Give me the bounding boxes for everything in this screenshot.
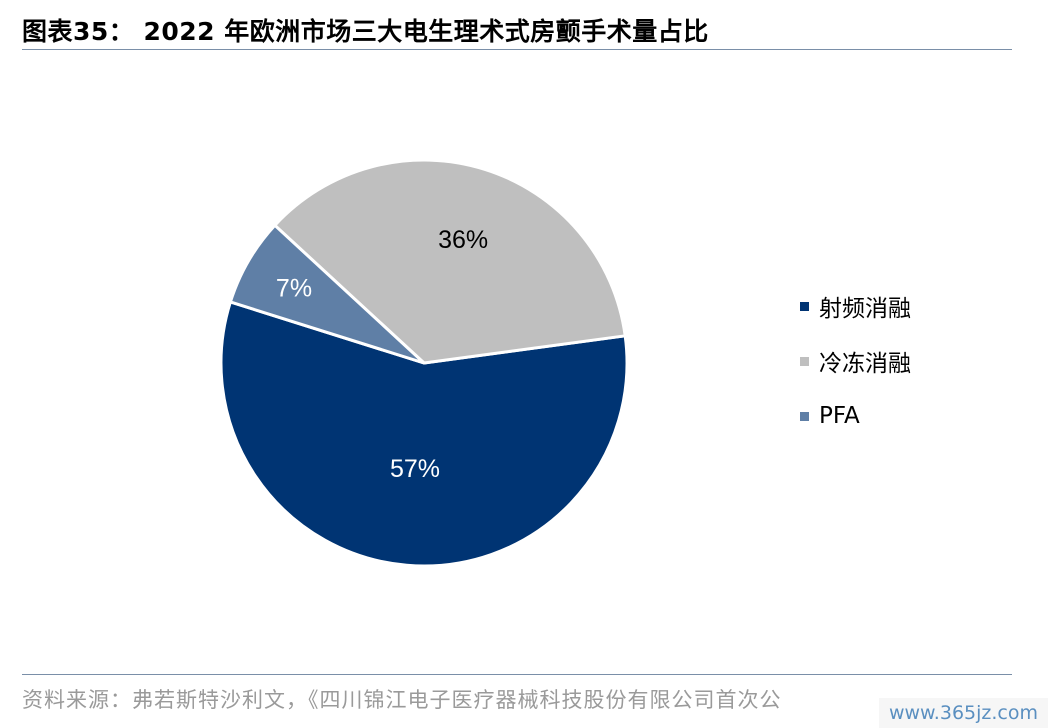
pie-slice-1	[273, 158, 627, 365]
pie-slice-label-0: 57%	[390, 455, 440, 483]
legend-item-0: 射频消融	[800, 292, 911, 322]
chart-legend: 射频消融冷冻消融 PFA	[800, 292, 911, 457]
pie-slice-0	[219, 300, 629, 568]
pie-slice-label-2: 7%	[276, 275, 312, 303]
legend-item-2: PFA	[800, 402, 911, 430]
pie-slice-label-1: 36%	[438, 226, 488, 254]
legend-swatch	[800, 301, 809, 311]
legend-label: 射频消融	[819, 296, 911, 322]
legend-label: PFA	[819, 403, 860, 429]
source-divider	[22, 674, 1012, 675]
chart-title: 图表35： 2022 年欧洲市场三大电生理术式房颤手术量占比	[22, 17, 709, 46]
source-note: 资料来源：弗若斯特沙利文，《四川锦江电子医疗器械科技股份有限公司首次公	[22, 688, 782, 712]
legend-swatch	[800, 356, 809, 366]
title-divider	[22, 49, 1012, 50]
site-watermark: www.365jz.com	[878, 698, 1048, 728]
legend-swatch	[800, 411, 809, 421]
legend-label: 冷冻消融	[819, 351, 911, 377]
pie-slice-2	[228, 223, 426, 365]
legend-item-1: 冷冻消融	[800, 347, 911, 377]
